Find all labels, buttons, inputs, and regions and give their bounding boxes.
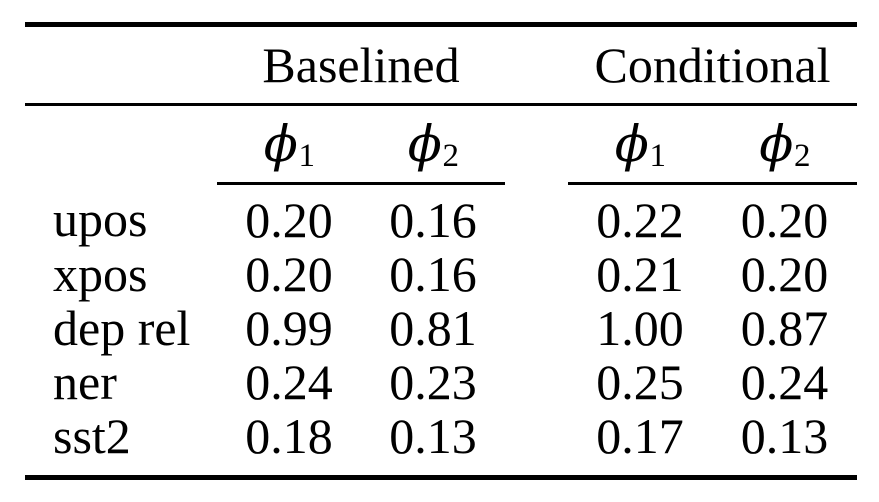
phi-symbol: ϕ [407,115,442,173]
cell-value: 0.22 [596,192,684,248]
cell-value: 0.21 [596,246,684,302]
cell-value: 0.16 [389,192,477,248]
cell-value: 0.24 [740,354,829,410]
subheader-row: ϕ1 ϕ2 ϕ1 ϕ2 [25,104,858,185]
cell-value: 0.87 [740,300,829,356]
table-row-xpos: xpos 0.20 0.16 0.21 0.20 [25,247,857,301]
phi-subscript: 2 [442,137,459,174]
cell-value: 0.13 [389,408,477,464]
cell-value: 0.18 [245,408,333,464]
cell-value: 0.13 [740,408,829,464]
stub-cell [25,105,217,184]
table-row-dep-rel: dep rel 0.99 0.81 1.00 0.87 [25,301,857,355]
cell-value: 0.20 [740,246,829,302]
cell-value: 0.17 [596,408,684,464]
col-header-baselined-phi2: ϕ2 [361,104,506,185]
gap-cell [505,184,568,248]
group-header-conditional: Conditional [568,24,858,106]
gap-cell [505,301,568,355]
phi-symbol: ϕ [759,115,794,173]
results-table: Baselined Conditional ϕ1 ϕ2 ϕ1 ϕ2 upos 0… [25,22,858,480]
cell-value: 1.00 [596,300,684,356]
cell-value: 0.24 [245,354,333,410]
col-header-baselined-phi1: ϕ1 [217,104,361,185]
table-row-upos: upos 0.20 0.16 0.22 0.20 [25,184,857,248]
row-label: sst2 [53,408,131,464]
row-label: dep rel [53,300,191,356]
phi-symbol: ϕ [263,115,298,173]
col-header-conditional-phi1: ϕ1 [568,104,713,185]
table-row-sst2: sst2 0.18 0.13 0.17 0.13 [25,409,857,478]
group-header-baselined: Baselined [217,24,506,106]
cell-value: 0.20 [245,192,333,248]
cell-value: 0.20 [245,246,333,302]
cell-value: 0.99 [245,300,333,356]
row-label: ner [53,354,117,410]
gap-cell [505,409,568,478]
phi-subscript: 2 [793,137,811,174]
cell-value: 0.81 [389,300,477,356]
phi-symbol: ϕ [614,115,649,173]
gap-cell [505,247,568,301]
gap-cell [505,355,568,409]
col-header-conditional-phi2: ϕ2 [712,104,858,185]
row-label: xpos [53,246,148,302]
phi-subscript: 1 [649,137,666,174]
phi-subscript: 1 [298,137,315,174]
row-label: upos [53,191,148,248]
cell-value: 0.25 [596,354,684,410]
cell-value: 0.16 [389,246,477,302]
gap-cell [505,24,569,106]
cell-value: 0.20 [740,192,829,248]
stub-cell [25,24,217,106]
gap-cell [505,105,568,184]
table-row-ner: ner 0.24 0.23 0.25 0.24 [25,355,857,409]
cell-value: 0.23 [389,354,477,410]
group-header-row: Baselined Conditional [25,24,858,106]
